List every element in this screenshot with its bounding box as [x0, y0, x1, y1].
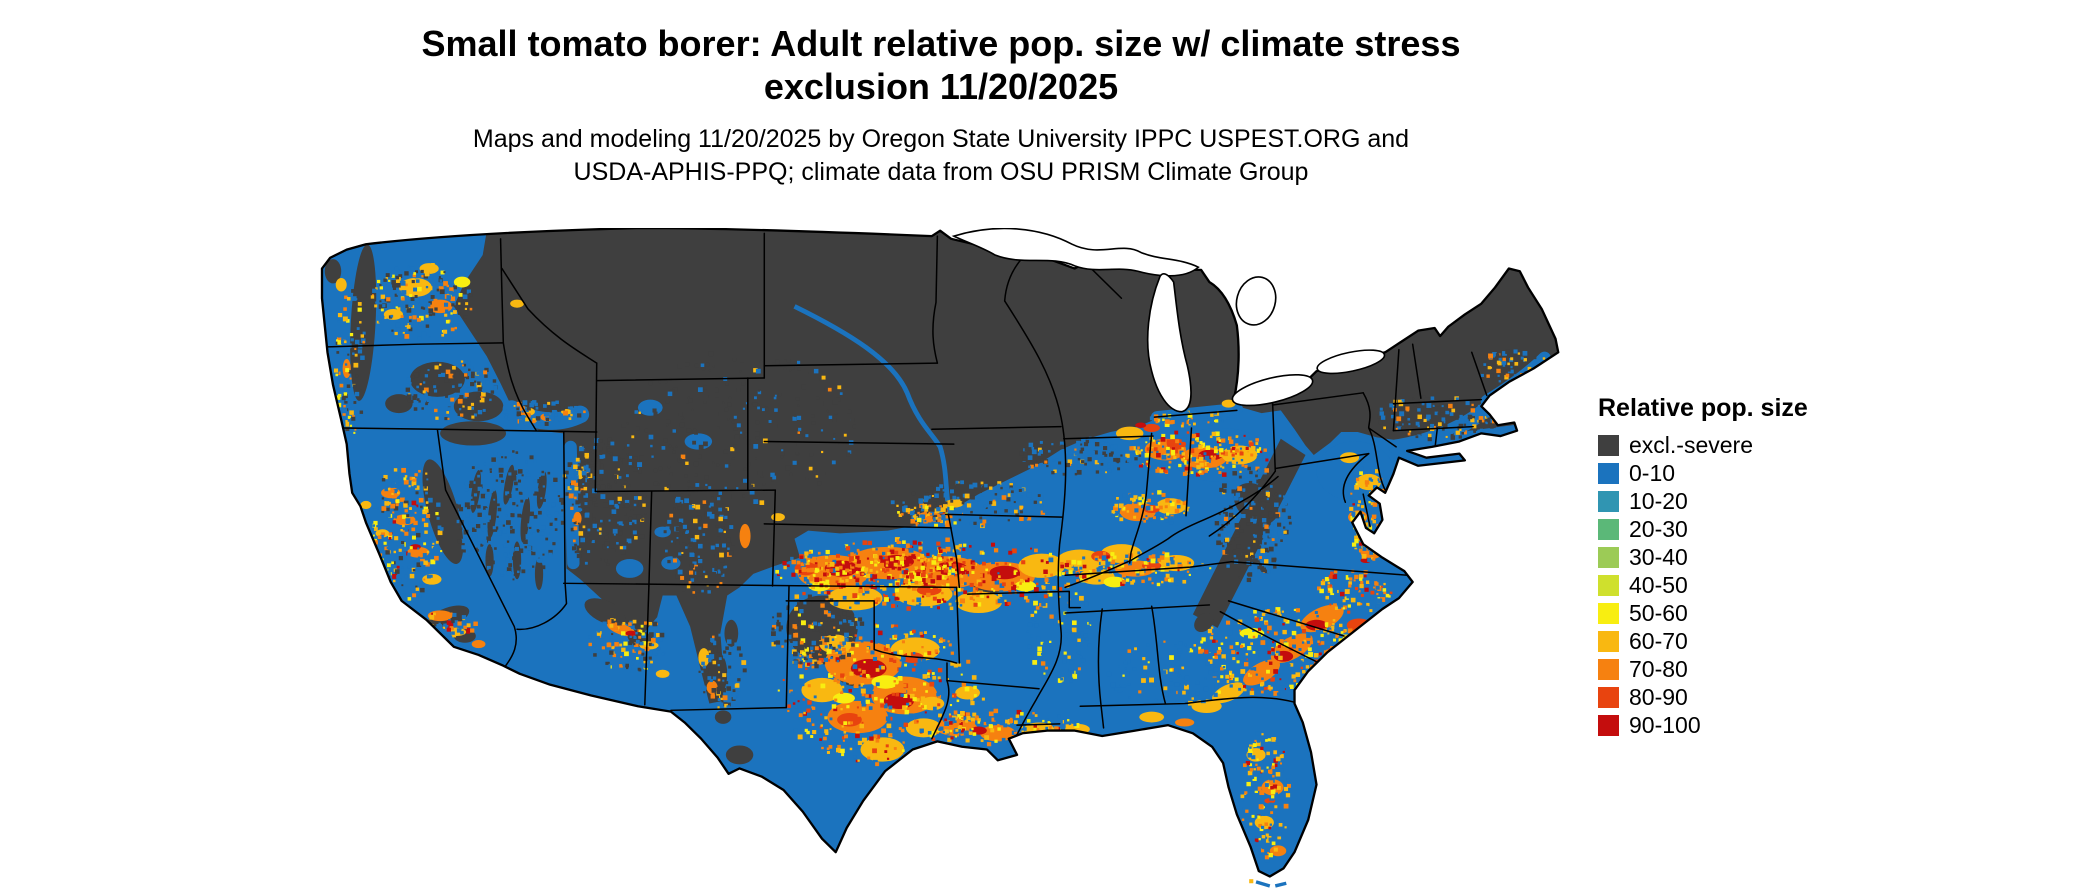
lake-huron [1235, 276, 1277, 326]
legend-label: 80-90 [1629, 684, 1688, 710]
legend-swatch [1598, 687, 1619, 708]
lake-superior [951, 228, 1200, 277]
legend-label: 0-10 [1629, 460, 1676, 486]
legend-item: 10-20 [1598, 488, 1808, 514]
legend-swatch [1598, 631, 1619, 652]
us-map-svg [320, 228, 1560, 888]
legend-item: 20-30 [1598, 516, 1808, 542]
legend-swatch [1598, 547, 1619, 568]
legend-item: 80-90 [1598, 684, 1808, 710]
legend-item: 50-60 [1598, 600, 1808, 626]
legend-items: excl.-severe 0-10 10-20 20-30 30-40 40-50 50-6… [1598, 432, 1808, 738]
us-choropleth-map [311, 228, 1561, 890]
florida-keys [1249, 879, 1287, 888]
legend-label: 30-40 [1629, 544, 1688, 570]
legend-swatch [1598, 603, 1619, 624]
legend-swatch [1598, 435, 1619, 456]
legend-item: 30-40 [1598, 544, 1808, 570]
legend-label: 40-50 [1629, 572, 1688, 598]
legend-swatch [1598, 659, 1619, 680]
legend-item: excl.-severe [1598, 432, 1808, 458]
legend-swatch [1598, 491, 1619, 512]
legend-item: 40-50 [1598, 572, 1808, 598]
legend-item: 60-70 [1598, 628, 1808, 654]
legend-item: 70-80 [1598, 656, 1808, 682]
map-title-line1: Small tomato borer: Adult relative pop. … [421, 23, 1461, 64]
legend-swatch [1598, 575, 1619, 596]
legend-item: 0-10 [1598, 460, 1808, 486]
legend-label: excl.-severe [1629, 432, 1753, 458]
legend-label: 70-80 [1629, 656, 1688, 682]
lake-ontario [1316, 349, 1386, 375]
header: Small tomato borer: Adult relative pop. … [0, 22, 1882, 189]
legend-item: 90-100 [1598, 712, 1808, 738]
raster-noise-speckle [333, 262, 1553, 863]
map-title-line2: exclusion 11/20/2025 [763, 66, 1119, 107]
legend-label: 60-70 [1629, 628, 1688, 654]
legend-title: Relative pop. size [1598, 394, 1808, 422]
legend-label: 90-100 [1629, 712, 1701, 738]
lake-michigan [1146, 273, 1192, 413]
great-lakes [951, 228, 1386, 413]
map-subtitle-line2: USDA-APHIS-PPQ; climate data from OSU PR… [573, 158, 1309, 186]
map-subtitle: Maps and modeling 11/20/2025 by Oregon S… [0, 123, 1882, 189]
state-borders [326, 232, 1488, 740]
legend-label: 10-20 [1629, 488, 1688, 514]
legend-label: 50-60 [1629, 600, 1688, 626]
lake-erie [1231, 373, 1314, 407]
legend-swatch [1598, 463, 1619, 484]
legend-label: 20-30 [1629, 516, 1688, 542]
legend-swatch [1598, 715, 1619, 736]
legend: Relative pop. size excl.-severe 0-10 10-20… [1598, 394, 1808, 743]
legend-swatch [1598, 519, 1619, 540]
map-subtitle-line1: Maps and modeling 11/20/2025 by Oregon S… [472, 125, 1410, 153]
